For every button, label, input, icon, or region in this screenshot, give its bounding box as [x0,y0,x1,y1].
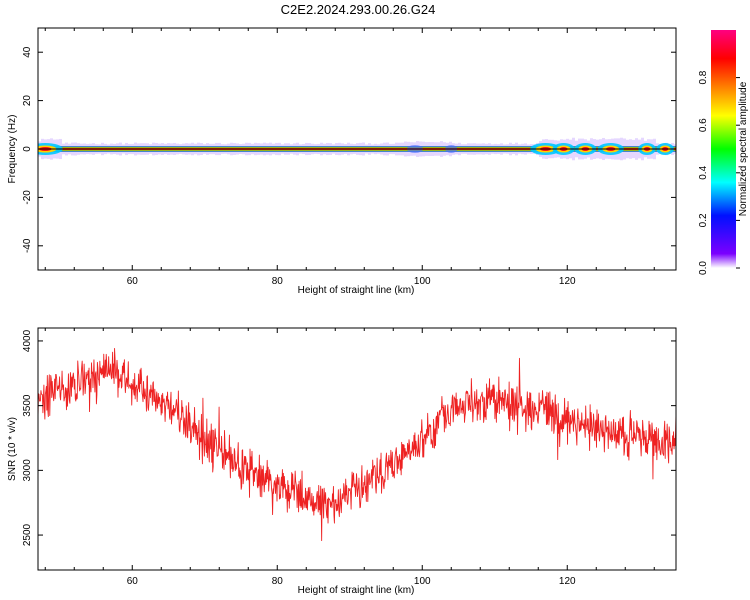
x-tick-label: 60 [127,276,139,287]
x-tick-label: 80 [272,276,284,287]
y-tick-label: 3500 [22,394,33,417]
colorbar-tick-label: 0.2 [698,213,709,227]
x-tick-label: 80 [272,576,284,587]
snr-x-label: Height of straight line (km) [298,585,415,596]
colorbar-tick-label: 0.4 [698,165,709,179]
colorbar-ticks: 0.0 0.2 0.4 0.6 0.8 [698,70,740,275]
spectrogram-y-ticks: -40 -20 0 20 40 [22,46,676,253]
x-tick-label: 100 [414,576,431,587]
spectrogram-heatmap [38,137,676,161]
x-tick-label: 100 [414,276,431,287]
spectrogram-x-ticks: 60 80 100 120 [44,28,655,287]
colorbar-tick-label: 0.8 [698,70,709,84]
colorbar: 0.0 0.2 0.4 0.6 0.8 Normalized spectral ampl… [698,30,749,275]
snr-frame [37,327,677,571]
snr-panel: 60 80 100 120 2500 3000 3500 4000 Height of st… [7,327,677,596]
spectrogram-panel: 60 80 100 120 -40 -20 0 20 40 Height of straigh… [7,27,677,296]
y-tick-label: -20 [22,190,33,205]
x-tick-label: 120 [559,576,576,587]
y-tick-label: 0 [22,146,33,152]
y-tick-label: 2500 [22,523,33,546]
snr-y-ticks: 2500 3000 3500 4000 [22,329,676,546]
colorbar-label: Normalized spectral amplitude [738,81,749,216]
colorbar-tick-label: 0.0 [698,261,709,275]
snr-series-line [38,347,676,542]
x-tick-label: 60 [127,576,139,587]
chart-title: C2E2.2024.293.00.26.G24 [281,2,436,17]
y-tick-label: 40 [22,46,33,58]
x-tick-label: 120 [559,276,576,287]
y-tick-label: 4000 [22,329,33,352]
colorbar-gradient [711,30,736,268]
y-tick-label: 20 [22,95,33,107]
spectrogram-x-label: Height of straight line (km) [298,285,415,296]
y-tick-label: 3000 [22,459,33,482]
colorbar-tick-label: 0.6 [698,118,709,132]
snr-y-label: SNR (10 * v/v) [7,417,18,481]
snr-x-ticks: 60 80 100 120 [44,328,655,587]
spectrogram-y-label: Frequency (Hz) [7,115,18,184]
y-tick-label: -40 [22,238,33,253]
